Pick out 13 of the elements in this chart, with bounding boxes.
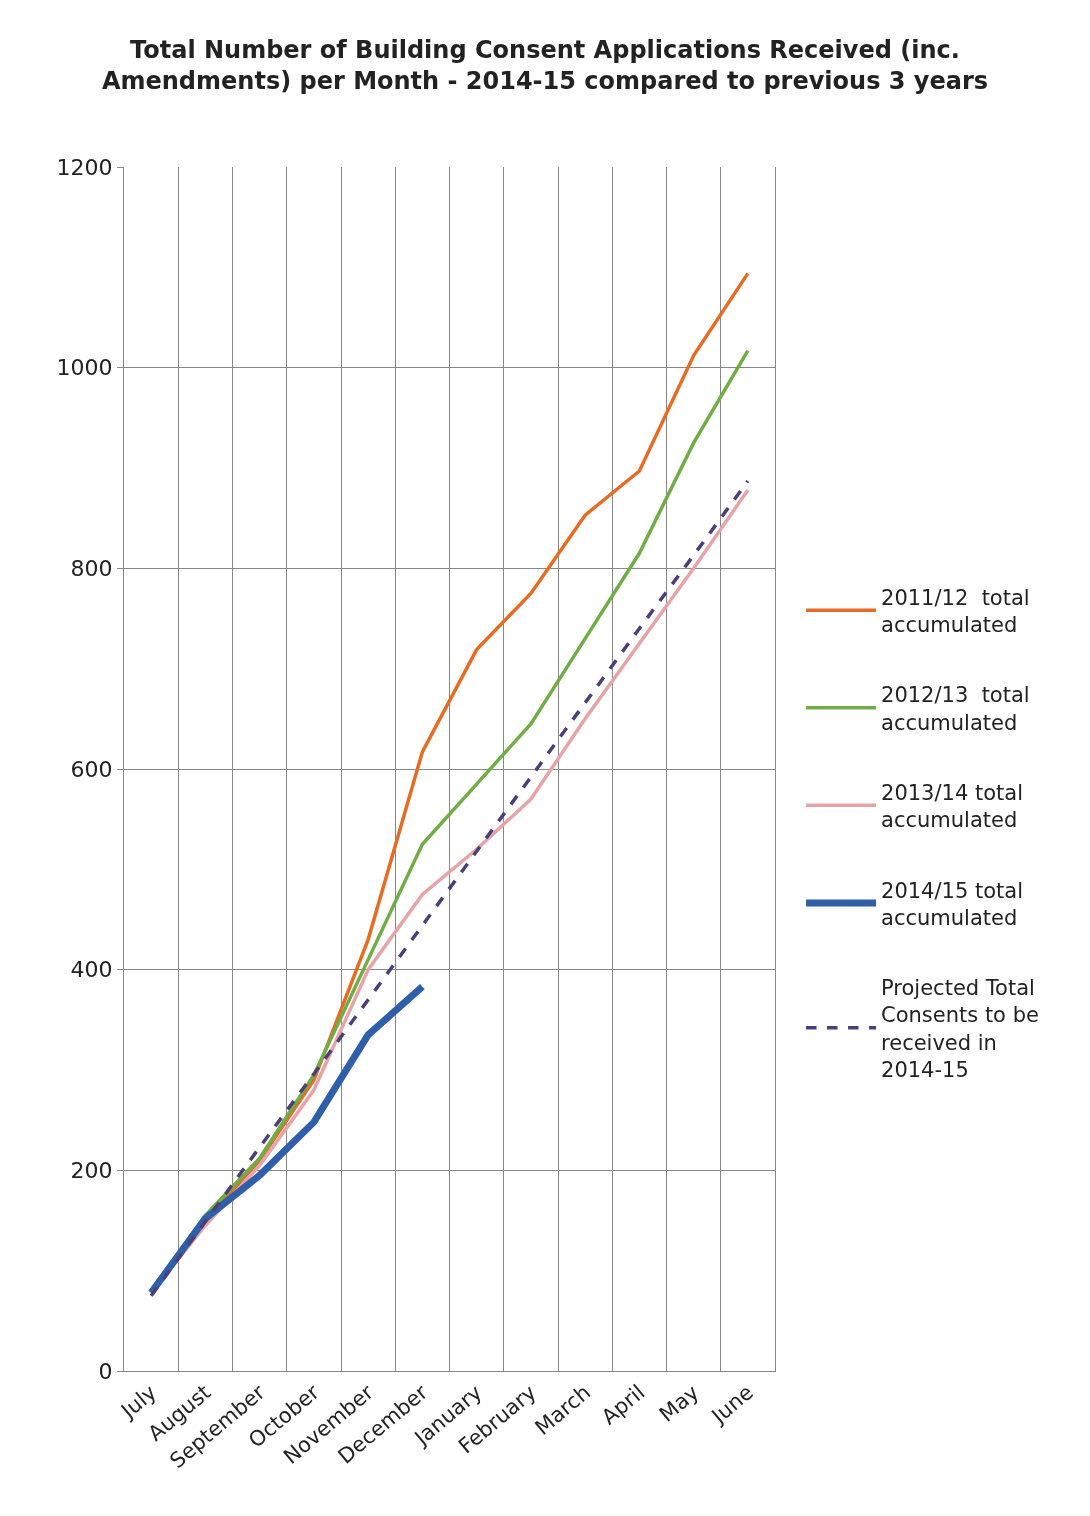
y-tick-label: 1000 [56, 355, 113, 381]
chart-title: Total Number of Building Consent Applications Received (inc. Amendments) per Month - 2014-15 compared to previous 3 years [101, 35, 989, 95]
legend-label: 2014/15 total accumulated [881, 878, 1023, 930]
y-tick-label: 800 [70, 556, 113, 582]
y-tick-label: 400 [70, 957, 113, 983]
y-tick-label: 0 [98, 1358, 113, 1384]
legend-label: 2013/14 total accumulated [881, 780, 1023, 833]
legend-label: 2011/12 total accumulated [881, 585, 1030, 637]
legend-label: Projected Total Consents to be received in 2014-15 [881, 976, 1039, 1082]
y-tick-label: 600 [70, 756, 113, 782]
y-tick-label: 200 [70, 1158, 113, 1184]
legend-label: 2012/13 total accumulated [881, 683, 1030, 735]
y-tick-label: 1200 [56, 154, 113, 180]
